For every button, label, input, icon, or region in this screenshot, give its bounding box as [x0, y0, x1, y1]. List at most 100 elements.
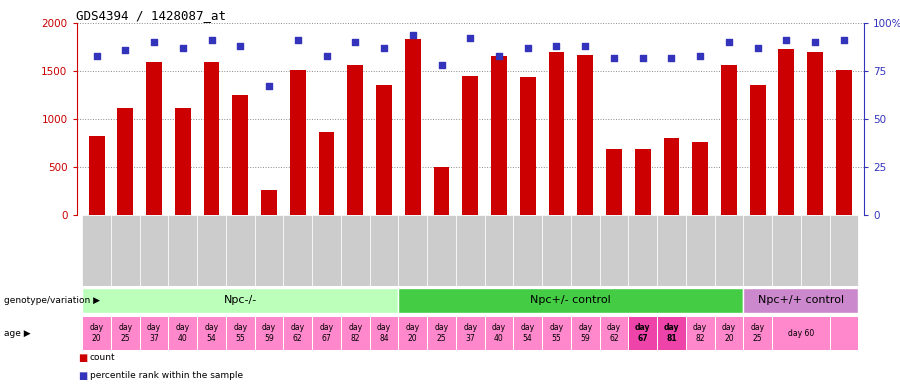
Bar [807, 52, 823, 215]
Bar [577, 55, 593, 215]
Text: day
37: day 37 [464, 323, 477, 343]
Text: GDS4394 / 1428087_at: GDS4394 / 1428087_at [76, 9, 227, 22]
Point [348, 39, 363, 45]
FancyBboxPatch shape [341, 316, 370, 350]
FancyBboxPatch shape [197, 215, 226, 286]
Bar [434, 167, 449, 215]
Point [435, 62, 449, 68]
FancyBboxPatch shape [168, 215, 197, 286]
Point [204, 37, 219, 43]
FancyBboxPatch shape [571, 316, 599, 350]
Text: ■: ■ [78, 371, 87, 381]
FancyBboxPatch shape [312, 316, 341, 350]
FancyBboxPatch shape [111, 215, 140, 286]
FancyBboxPatch shape [456, 215, 484, 286]
FancyBboxPatch shape [168, 316, 197, 350]
Bar [549, 52, 564, 215]
Point [693, 53, 707, 59]
Point [291, 37, 305, 43]
FancyBboxPatch shape [82, 316, 111, 350]
Bar [89, 136, 104, 215]
Text: day 60: day 60 [788, 329, 814, 338]
Text: day
55: day 55 [233, 323, 248, 343]
FancyBboxPatch shape [830, 215, 859, 286]
FancyBboxPatch shape [226, 316, 255, 350]
FancyBboxPatch shape [284, 215, 312, 286]
FancyBboxPatch shape [370, 215, 399, 286]
Text: genotype/variation ▶: genotype/variation ▶ [4, 296, 101, 305]
Text: day
67: day 67 [634, 323, 651, 343]
FancyBboxPatch shape [830, 316, 859, 350]
Bar [692, 142, 708, 215]
FancyBboxPatch shape [341, 215, 370, 286]
FancyBboxPatch shape [484, 215, 513, 286]
Bar [347, 65, 364, 215]
FancyBboxPatch shape [312, 215, 341, 286]
Text: day
55: day 55 [549, 323, 563, 343]
Point [664, 55, 679, 61]
Bar [634, 149, 651, 215]
Text: Npc+/+ control: Npc+/+ control [758, 295, 844, 306]
Text: age ▶: age ▶ [4, 329, 32, 338]
Bar [606, 149, 622, 215]
Point [779, 37, 794, 43]
Text: day
20: day 20 [722, 323, 736, 343]
FancyBboxPatch shape [513, 215, 542, 286]
Point [262, 83, 276, 89]
FancyBboxPatch shape [628, 316, 657, 350]
Point [377, 45, 392, 51]
Point [320, 53, 334, 59]
FancyBboxPatch shape [82, 215, 111, 286]
Text: day
25: day 25 [751, 323, 765, 343]
Point [635, 55, 650, 61]
Text: day
40: day 40 [176, 323, 190, 343]
FancyBboxPatch shape [399, 316, 427, 350]
FancyBboxPatch shape [140, 316, 168, 350]
FancyBboxPatch shape [657, 316, 686, 350]
FancyBboxPatch shape [428, 316, 456, 350]
Text: day
62: day 62 [607, 323, 621, 343]
FancyBboxPatch shape [542, 316, 571, 350]
Bar [520, 77, 536, 215]
Bar [750, 86, 766, 215]
Point [89, 53, 104, 59]
Bar [232, 95, 248, 215]
FancyBboxPatch shape [772, 316, 830, 350]
FancyBboxPatch shape [743, 288, 859, 313]
Bar [463, 76, 478, 215]
FancyBboxPatch shape [456, 316, 484, 350]
FancyBboxPatch shape [428, 215, 456, 286]
FancyBboxPatch shape [686, 316, 715, 350]
Point [607, 55, 621, 61]
FancyBboxPatch shape [571, 215, 599, 286]
Bar [290, 70, 306, 215]
Text: day
67: day 67 [320, 323, 334, 343]
Point [520, 45, 535, 51]
FancyBboxPatch shape [599, 316, 628, 350]
Point [751, 45, 765, 51]
Point [463, 35, 477, 41]
FancyBboxPatch shape [370, 316, 399, 350]
Text: day
62: day 62 [291, 323, 305, 343]
FancyBboxPatch shape [140, 215, 168, 286]
Text: day
54: day 54 [521, 323, 535, 343]
FancyBboxPatch shape [82, 288, 399, 313]
Text: day
84: day 84 [377, 323, 392, 343]
Bar [319, 131, 335, 215]
Bar [836, 70, 851, 215]
Text: day
20: day 20 [90, 323, 104, 343]
FancyBboxPatch shape [801, 215, 830, 286]
FancyBboxPatch shape [657, 215, 686, 286]
FancyBboxPatch shape [399, 215, 427, 286]
Text: day
25: day 25 [435, 323, 448, 343]
FancyBboxPatch shape [484, 316, 513, 350]
Point [837, 37, 851, 43]
Text: day
37: day 37 [147, 323, 161, 343]
FancyBboxPatch shape [686, 215, 715, 286]
Bar [376, 86, 392, 215]
Text: day
59: day 59 [262, 323, 276, 343]
Text: Npc-/-: Npc-/- [224, 295, 256, 306]
Bar [405, 40, 420, 215]
FancyBboxPatch shape [542, 215, 571, 286]
Bar [663, 138, 680, 215]
